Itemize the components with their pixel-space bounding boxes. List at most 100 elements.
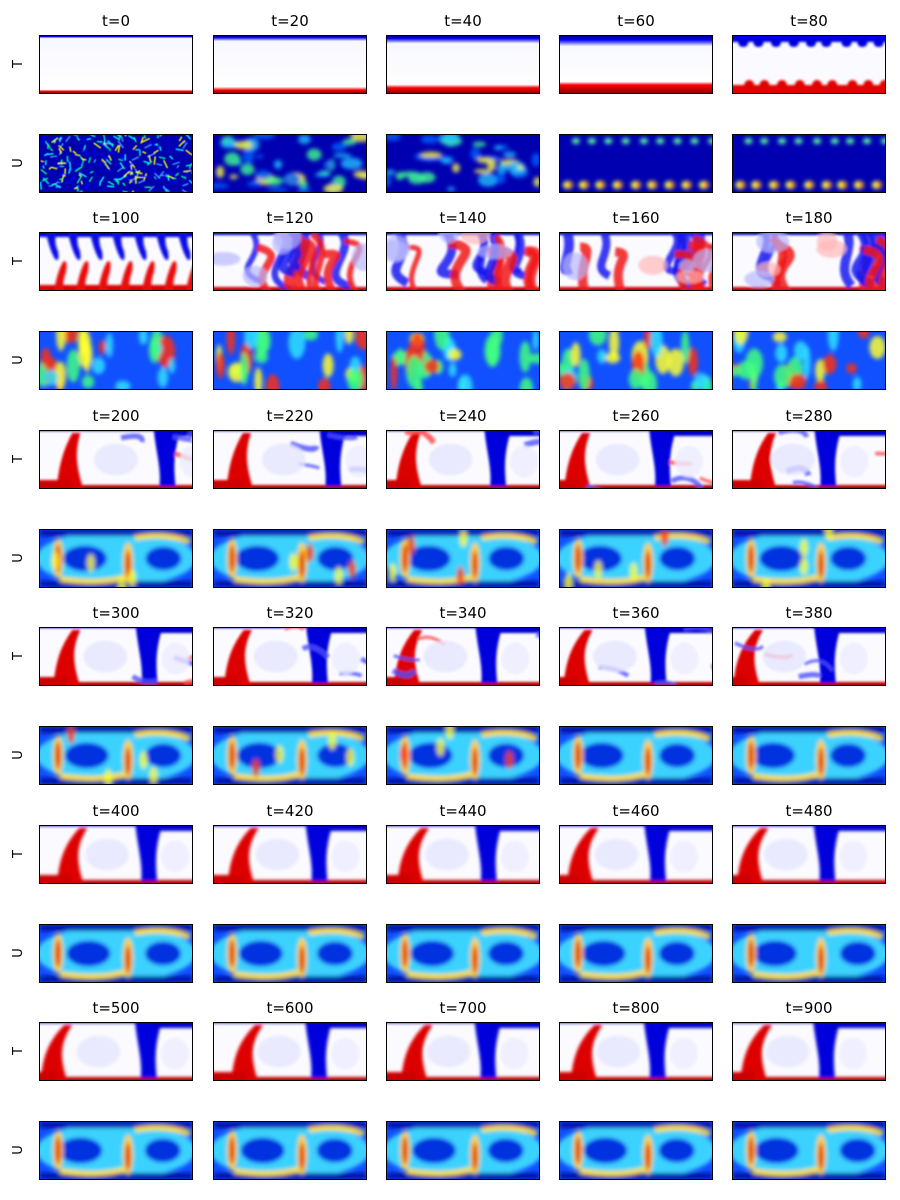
velocity-field-image <box>214 135 366 192</box>
temperature-field-image <box>387 233 539 290</box>
temperature-field-image <box>387 36 539 93</box>
temperature-field-panel <box>39 35 193 94</box>
panel-time-label: t=60 <box>617 12 655 30</box>
temperature-field-panel <box>559 430 713 489</box>
temperature-field-image <box>733 826 885 883</box>
panel-time-label: t=200 <box>92 407 140 425</box>
velocity-field-panel <box>39 1121 193 1180</box>
row-label-temperature: T <box>11 60 26 68</box>
panel-time-label: t=100 <box>92 209 140 227</box>
temperature-field-panel <box>213 627 367 686</box>
velocity-field-image <box>40 332 192 389</box>
temperature-field-image <box>560 431 712 488</box>
temperature-field-image <box>40 1023 192 1080</box>
panel-time-label: t=360 <box>612 604 660 622</box>
velocity-field-image <box>40 530 192 587</box>
velocity-field-image <box>560 332 712 389</box>
temperature-field-panel <box>386 1022 540 1081</box>
temperature-field-panel <box>39 825 193 884</box>
velocity-field-image <box>40 135 192 192</box>
panel-time-label: t=440 <box>439 802 487 820</box>
velocity-field-image <box>733 135 885 192</box>
temperature-field-image <box>40 233 192 290</box>
velocity-field-image <box>214 727 366 784</box>
velocity-field-image <box>214 332 366 389</box>
temperature-field-panel <box>559 232 713 291</box>
panel-time-label: t=180 <box>785 209 833 227</box>
velocity-field-panel <box>386 924 540 983</box>
temperature-field-image <box>214 431 366 488</box>
temperature-field-image <box>214 628 366 685</box>
temperature-field-image <box>40 36 192 93</box>
velocity-field-image <box>387 530 539 587</box>
velocity-field-panel <box>559 726 713 785</box>
temperature-field-image <box>733 233 885 290</box>
velocity-field-image <box>387 332 539 389</box>
velocity-field-panel <box>39 924 193 983</box>
panel-time-label: t=300 <box>92 604 140 622</box>
temperature-field-panel <box>732 627 886 686</box>
temperature-field-panel <box>213 232 367 291</box>
temperature-field-image <box>733 431 885 488</box>
panel-time-label: t=800 <box>612 999 660 1017</box>
velocity-field-panel <box>732 924 886 983</box>
velocity-field-image <box>40 727 192 784</box>
temperature-field-panel <box>732 825 886 884</box>
temperature-field-panel <box>732 232 886 291</box>
panel-time-label: t=20 <box>271 12 309 30</box>
temperature-field-panel <box>559 1022 713 1081</box>
velocity-field-image <box>387 727 539 784</box>
temperature-field-image <box>40 628 192 685</box>
temperature-field-image <box>387 431 539 488</box>
velocity-field-panel <box>213 1121 367 1180</box>
velocity-field-image <box>40 925 192 982</box>
panel-time-label: t=700 <box>439 999 487 1017</box>
row-label-velocity: U <box>11 158 26 168</box>
temperature-field-panel <box>39 232 193 291</box>
row-label-velocity: U <box>11 750 26 760</box>
temperature-field-panel <box>559 825 713 884</box>
temperature-field-panel <box>386 627 540 686</box>
temperature-field-image <box>40 826 192 883</box>
temperature-field-panel <box>213 430 367 489</box>
velocity-field-image <box>733 332 885 389</box>
velocity-field-image <box>387 1122 539 1179</box>
temperature-field-image <box>387 1023 539 1080</box>
temperature-field-panel <box>386 232 540 291</box>
panel-time-label: t=340 <box>439 604 487 622</box>
velocity-field-panel <box>732 529 886 588</box>
temperature-field-image <box>387 826 539 883</box>
velocity-field-image <box>214 925 366 982</box>
velocity-field-panel <box>559 529 713 588</box>
velocity-field-image <box>733 727 885 784</box>
temperature-field-image <box>560 233 712 290</box>
velocity-field-image <box>733 530 885 587</box>
panel-time-label: t=420 <box>266 802 314 820</box>
velocity-field-image <box>214 1122 366 1179</box>
velocity-field-panel <box>732 726 886 785</box>
velocity-field-image <box>560 1122 712 1179</box>
temperature-field-image <box>733 628 885 685</box>
velocity-field-panel <box>39 726 193 785</box>
temperature-field-image <box>214 826 366 883</box>
row-label-temperature: T <box>11 257 26 265</box>
temperature-field-panel <box>559 627 713 686</box>
temperature-field-panel <box>213 35 367 94</box>
velocity-field-panel <box>39 331 193 390</box>
panel-time-label: t=40 <box>444 12 482 30</box>
velocity-field-panel <box>213 529 367 588</box>
velocity-field-panel <box>732 331 886 390</box>
temperature-field-panel <box>39 627 193 686</box>
temperature-field-panel <box>559 35 713 94</box>
panel-time-label: t=120 <box>266 209 314 227</box>
temperature-field-image <box>560 826 712 883</box>
temperature-field-panel <box>732 430 886 489</box>
panel-time-label: t=80 <box>790 12 828 30</box>
velocity-field-panel <box>213 331 367 390</box>
velocity-field-image <box>40 1122 192 1179</box>
temperature-field-image <box>214 233 366 290</box>
panel-time-label: t=380 <box>785 604 833 622</box>
panel-time-label: t=320 <box>266 604 314 622</box>
panel-time-label: t=260 <box>612 407 660 425</box>
